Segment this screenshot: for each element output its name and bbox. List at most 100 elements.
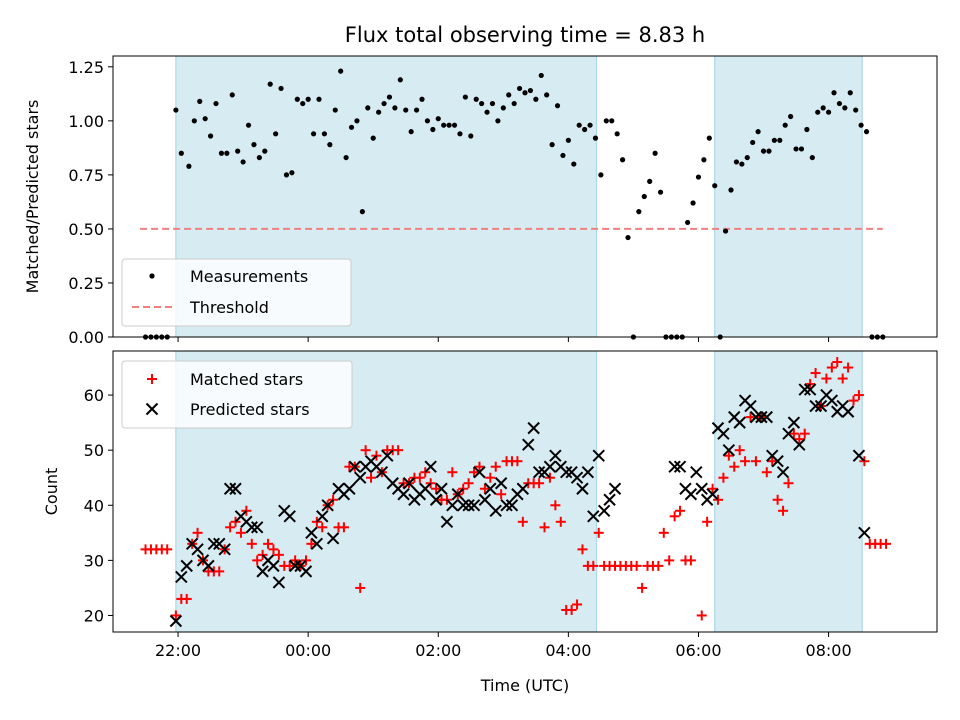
predicted-star-point bbox=[288, 559, 302, 573]
measurement-point bbox=[376, 109, 382, 115]
predicted-star-point bbox=[402, 477, 416, 490]
measurement-point bbox=[338, 68, 344, 74]
predicted-star-point bbox=[316, 510, 329, 523]
predicted-star-point bbox=[429, 493, 443, 506]
measurement-point bbox=[554, 103, 561, 109]
top-axes-frame bbox=[112, 55, 938, 338]
matched-star-point bbox=[474, 461, 485, 472]
matched-star-point bbox=[268, 544, 279, 555]
legend-label-matched: Matched stars bbox=[190, 370, 303, 389]
predicted-star-point bbox=[305, 526, 318, 540]
predicted-star-point bbox=[223, 482, 237, 495]
measurement-point bbox=[300, 100, 306, 107]
measurement-point bbox=[538, 72, 544, 79]
matched-star-point bbox=[588, 560, 599, 571]
matched-star-point bbox=[843, 362, 854, 373]
x-tick-label: 06:00 bbox=[675, 641, 721, 660]
measurement-point bbox=[592, 135, 599, 141]
measurement-point bbox=[614, 131, 620, 137]
measurement-point bbox=[381, 100, 387, 107]
measurement-point bbox=[842, 105, 848, 111]
matched-star-point bbox=[485, 472, 496, 483]
chart-title: Flux total observing time = 8.83 h bbox=[345, 23, 705, 47]
matched-star-point bbox=[273, 549, 284, 560]
predicted-star-point bbox=[218, 543, 231, 556]
predicted-star-point bbox=[570, 471, 584, 484]
measurement-point bbox=[473, 96, 479, 102]
matched-star-point bbox=[593, 527, 604, 538]
bottom-x-ticks: 22:00 00:00 02:00 04:00 06:00 08:00 bbox=[155, 632, 852, 660]
top-legend-box bbox=[121, 258, 352, 327]
matched-star-point bbox=[881, 538, 892, 549]
measurement-point bbox=[603, 118, 609, 124]
measurement-point bbox=[495, 118, 501, 124]
matched-star-point bbox=[740, 456, 751, 467]
matched-star-point bbox=[832, 357, 843, 368]
bottom-y-tick-label: 60 bbox=[84, 386, 104, 405]
measurement-point bbox=[446, 122, 452, 128]
predicted-star-point bbox=[348, 460, 361, 473]
x-tick-label: 04:00 bbox=[545, 641, 591, 660]
predicted-star-point bbox=[690, 466, 703, 479]
matched-star-point bbox=[463, 478, 474, 489]
matched-star-point bbox=[821, 373, 832, 384]
measurement-point bbox=[695, 174, 702, 180]
predicted-star-point bbox=[435, 482, 448, 495]
measurement-point bbox=[348, 124, 355, 130]
matched-star-point bbox=[517, 516, 528, 527]
measurement-point bbox=[522, 90, 528, 96]
predicted-star-point bbox=[180, 559, 193, 573]
measurement-point bbox=[397, 77, 403, 83]
predicted-star-point bbox=[267, 559, 280, 573]
matched-star-point bbox=[767, 456, 778, 467]
matched-star-point bbox=[848, 395, 859, 406]
matched-star-point bbox=[675, 505, 686, 516]
measurement-point bbox=[207, 133, 214, 139]
bottom-y-tick-label: 50 bbox=[84, 441, 104, 460]
predicted-star-point bbox=[299, 565, 313, 578]
predicted-star-point bbox=[446, 499, 459, 512]
predicted-star-point bbox=[245, 521, 258, 534]
measurement-point bbox=[685, 219, 691, 226]
legend-marker-matched bbox=[147, 374, 157, 384]
matched-star-point bbox=[696, 610, 707, 621]
predicted-star-point bbox=[500, 499, 513, 512]
matched-star-point bbox=[729, 461, 740, 472]
measurement-point bbox=[359, 209, 365, 215]
predicted-star-point bbox=[559, 466, 573, 479]
matched-star-point bbox=[366, 472, 377, 483]
predicted-star-point bbox=[191, 543, 204, 556]
measurement-point bbox=[173, 107, 179, 113]
measurement-point bbox=[262, 148, 268, 154]
matched-star-point bbox=[539, 522, 550, 533]
measurement-point bbox=[809, 154, 815, 161]
predicted-star-point bbox=[484, 482, 497, 495]
predicted-star-point bbox=[581, 466, 595, 479]
matched-star-point bbox=[225, 522, 236, 533]
matched-star-point bbox=[170, 610, 181, 621]
measurement-point bbox=[760, 148, 767, 154]
measurement-point bbox=[641, 193, 647, 200]
predicted-star-point bbox=[419, 482, 432, 495]
legend-marker-predicted bbox=[145, 402, 159, 416]
predicted-star-point bbox=[169, 614, 183, 628]
matched-star-point bbox=[788, 428, 799, 439]
measurement-point bbox=[451, 122, 458, 128]
measurement-point bbox=[457, 131, 463, 137]
measurement-point bbox=[836, 100, 843, 107]
measurement-point bbox=[777, 137, 783, 143]
measurement-point bbox=[278, 85, 284, 92]
measurement-point bbox=[722, 228, 729, 234]
measurement-point bbox=[327, 142, 333, 148]
predicted-star-point bbox=[451, 488, 464, 501]
predicted-star-point bbox=[456, 499, 470, 512]
legend-x-marker bbox=[145, 402, 159, 416]
matched-star-point bbox=[772, 494, 783, 505]
predicted-star-point bbox=[755, 410, 768, 424]
predicted-star-point bbox=[494, 477, 508, 490]
matched-star-point bbox=[653, 560, 664, 571]
matched-star-point bbox=[799, 428, 810, 439]
legend-marker-measurements bbox=[149, 273, 155, 279]
measurement-point bbox=[766, 148, 772, 154]
measurement-point bbox=[256, 154, 262, 161]
